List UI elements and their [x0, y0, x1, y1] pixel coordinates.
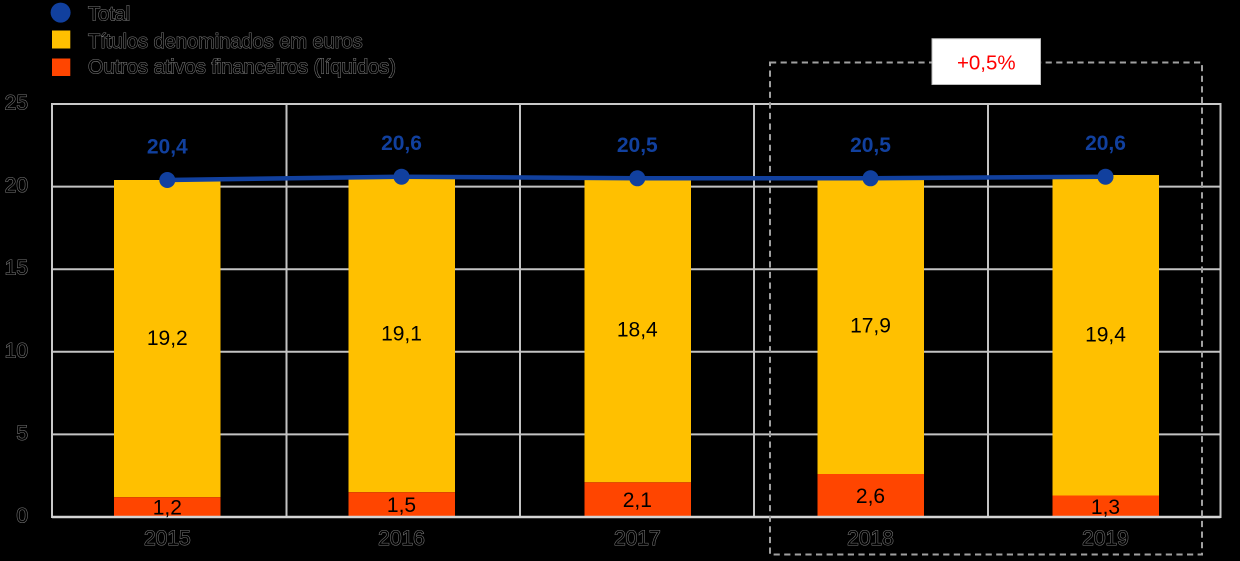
svg-text:20,5: 20,5: [617, 134, 658, 157]
svg-text:2017: 2017: [614, 527, 661, 550]
svg-text:2,6: 2,6: [856, 485, 885, 508]
svg-text:19,2: 19,2: [147, 327, 188, 350]
svg-text:2018: 2018: [847, 527, 894, 550]
svg-text:2016: 2016: [378, 527, 425, 550]
svg-text:19,1: 19,1: [381, 323, 422, 346]
svg-text:1,5: 1,5: [387, 494, 416, 517]
svg-text:20,4: 20,4: [147, 136, 188, 159]
svg-text:2019: 2019: [1082, 527, 1129, 550]
svg-text:20,6: 20,6: [1085, 132, 1126, 155]
svg-text:17,9: 17,9: [850, 315, 891, 338]
svg-text:Outros ativos financeiros (líq: Outros ativos financeiros (líquidos): [88, 57, 396, 79]
svg-text:Títulos denominados em euros: Títulos denominados em euros: [88, 31, 363, 53]
svg-text:2015: 2015: [144, 527, 191, 550]
svg-text:10: 10: [5, 339, 28, 362]
svg-text:+0,5%: +0,5%: [957, 52, 1016, 75]
svg-text:2,1: 2,1: [623, 489, 652, 512]
svg-text:25: 25: [5, 92, 28, 115]
svg-text:18,4: 18,4: [617, 319, 658, 342]
svg-text:19,4: 19,4: [1085, 324, 1126, 347]
svg-text:5: 5: [16, 422, 28, 445]
svg-text:0: 0: [16, 505, 28, 528]
svg-text:20,5: 20,5: [850, 134, 891, 157]
svg-text:20,6: 20,6: [381, 132, 422, 155]
svg-text:Total: Total: [88, 3, 130, 25]
svg-text:15: 15: [5, 257, 28, 280]
svg-text:1,3: 1,3: [1091, 496, 1120, 519]
svg-text:1,2: 1,2: [153, 497, 182, 520]
svg-text:20: 20: [5, 174, 28, 197]
